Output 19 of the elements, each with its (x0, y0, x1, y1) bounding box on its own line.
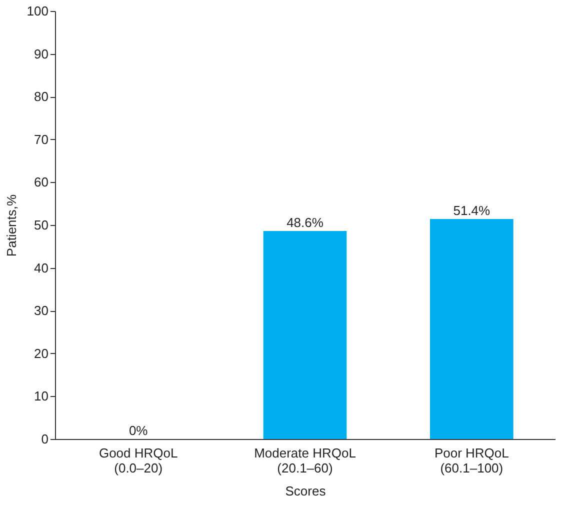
y-axis-title: Patients,% (4, 194, 19, 257)
y-tick-label: 30 (34, 303, 48, 318)
y-tick-label: 70 (34, 132, 48, 147)
y-tick-label: 20 (34, 346, 48, 361)
data-label: 0% (128, 423, 148, 438)
y-tick-label: 60 (34, 174, 48, 190)
x-tick-label: Moderate HRQoL (20.1–60) (254, 446, 356, 476)
x-tick-label: Poor HRQoL (60.1–100) (434, 446, 509, 476)
x-axis-title: Scores (285, 484, 326, 498)
y-tick-label: 90 (34, 46, 48, 62)
x-tick-label: Good HRQoL (0.0–20) (98, 446, 178, 476)
y-tick-label: 50 (34, 218, 48, 232)
y-tick-label: 80 (34, 89, 48, 104)
y-tick-label: 40 (34, 260, 48, 276)
y-tick-label: 0 (41, 432, 48, 446)
data-label: 51.4% (453, 203, 491, 218)
y-tick-label: 100 (26, 4, 48, 18)
data-label: 48.6% (286, 214, 324, 230)
y-tick-label: 10 (34, 388, 48, 404)
